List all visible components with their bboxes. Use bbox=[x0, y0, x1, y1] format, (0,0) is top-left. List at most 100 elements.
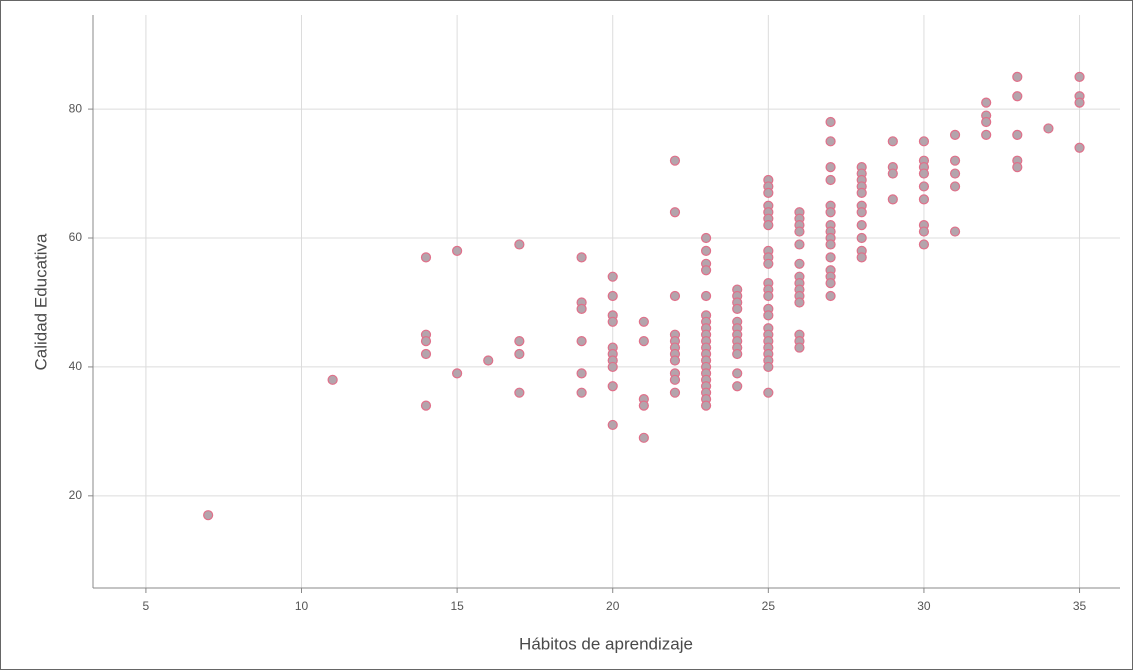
point bbox=[763, 220, 774, 231]
point bbox=[638, 432, 649, 443]
point bbox=[669, 355, 681, 366]
point bbox=[918, 136, 930, 147]
point bbox=[607, 290, 618, 302]
point bbox=[949, 129, 961, 140]
y-tick-label: 60 bbox=[69, 230, 83, 244]
point bbox=[825, 252, 836, 263]
point bbox=[700, 265, 712, 276]
point bbox=[452, 245, 463, 257]
point bbox=[825, 174, 836, 186]
point bbox=[420, 400, 432, 411]
point bbox=[420, 348, 432, 360]
point bbox=[825, 290, 836, 302]
point bbox=[514, 239, 525, 250]
point bbox=[918, 168, 930, 179]
point bbox=[794, 226, 805, 237]
x-tick-label: 25 bbox=[762, 599, 776, 613]
point bbox=[856, 232, 867, 244]
point bbox=[825, 136, 836, 147]
point bbox=[1012, 162, 1023, 173]
point bbox=[949, 181, 961, 192]
point bbox=[669, 387, 681, 398]
y-tick-label: 40 bbox=[69, 359, 83, 373]
point bbox=[576, 368, 587, 379]
point bbox=[825, 239, 836, 250]
point bbox=[918, 239, 930, 250]
point bbox=[981, 116, 992, 128]
point bbox=[1074, 97, 1085, 108]
point bbox=[669, 207, 681, 218]
point bbox=[794, 342, 805, 353]
point bbox=[825, 207, 836, 218]
point bbox=[203, 510, 214, 521]
point bbox=[1074, 142, 1085, 153]
point bbox=[1012, 129, 1023, 140]
point bbox=[576, 387, 587, 398]
point bbox=[514, 336, 525, 347]
point bbox=[763, 187, 774, 198]
x-axis-title: Hábitos de aprendizaje bbox=[519, 634, 693, 653]
point bbox=[918, 194, 930, 205]
point bbox=[825, 116, 836, 128]
point bbox=[918, 226, 930, 237]
point bbox=[420, 336, 432, 347]
point bbox=[607, 381, 618, 392]
point bbox=[856, 187, 867, 198]
point bbox=[1012, 71, 1023, 82]
point bbox=[669, 290, 681, 302]
point bbox=[981, 97, 992, 108]
point bbox=[576, 252, 587, 263]
point bbox=[327, 374, 338, 385]
point bbox=[887, 168, 898, 179]
point bbox=[607, 316, 618, 327]
y-tick-label: 80 bbox=[69, 101, 83, 115]
point bbox=[669, 374, 681, 385]
point bbox=[638, 316, 649, 327]
y-tick-label: 20 bbox=[69, 488, 83, 502]
point bbox=[638, 400, 649, 411]
point bbox=[732, 381, 743, 392]
point bbox=[638, 336, 649, 347]
point bbox=[732, 348, 743, 360]
y-axis-title: Calidad Educativa bbox=[31, 233, 50, 371]
point bbox=[700, 232, 712, 244]
x-tick-label: 10 bbox=[295, 599, 309, 613]
point bbox=[514, 348, 525, 360]
point bbox=[949, 226, 961, 237]
point bbox=[607, 419, 618, 431]
point bbox=[1012, 91, 1023, 102]
point bbox=[887, 194, 898, 205]
point bbox=[918, 181, 930, 192]
point bbox=[607, 361, 618, 373]
x-tick-label: 30 bbox=[917, 599, 931, 613]
point bbox=[483, 355, 494, 366]
point bbox=[700, 400, 712, 411]
point bbox=[763, 387, 774, 398]
x-tick-label: 15 bbox=[450, 599, 464, 613]
point bbox=[856, 207, 867, 218]
point bbox=[452, 368, 463, 379]
point bbox=[607, 271, 618, 282]
x-tick-label: 35 bbox=[1073, 599, 1087, 613]
point bbox=[794, 258, 805, 269]
point bbox=[700, 290, 712, 302]
point bbox=[949, 155, 961, 166]
point bbox=[981, 129, 992, 140]
x-tick-label: 20 bbox=[606, 599, 620, 613]
point bbox=[825, 278, 836, 289]
point bbox=[1074, 71, 1085, 82]
point bbox=[732, 303, 743, 315]
point bbox=[887, 136, 898, 147]
point bbox=[794, 297, 805, 308]
point bbox=[763, 290, 774, 302]
point bbox=[420, 252, 432, 263]
point bbox=[763, 310, 774, 321]
point bbox=[856, 220, 867, 231]
point bbox=[514, 387, 525, 398]
point bbox=[732, 368, 743, 379]
point bbox=[669, 155, 681, 166]
point bbox=[763, 361, 774, 373]
